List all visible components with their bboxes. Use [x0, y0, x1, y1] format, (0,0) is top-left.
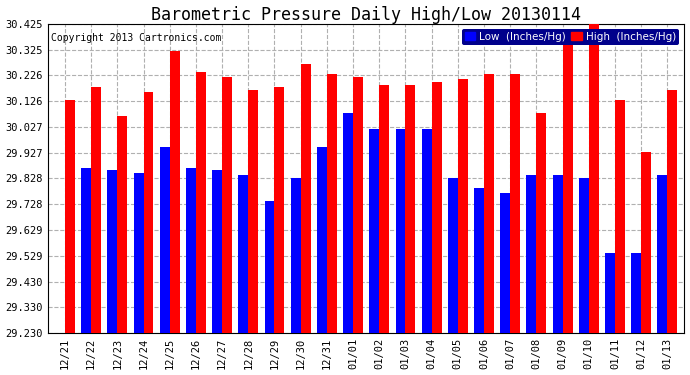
Bar: [290, 178, 301, 333]
Bar: [186, 168, 196, 333]
Bar: [238, 175, 248, 333]
Bar: [212, 170, 222, 333]
Bar: [553, 175, 562, 333]
Bar: [631, 253, 641, 333]
Bar: [91, 87, 101, 333]
Title: Barometric Pressure Daily High/Low 20130114: Barometric Pressure Daily High/Low 20130…: [151, 6, 581, 24]
Bar: [484, 74, 494, 333]
Bar: [327, 74, 337, 333]
Bar: [108, 170, 117, 333]
Legend: Low  (Inches/Hg), High  (Inches/Hg): Low (Inches/Hg), High (Inches/Hg): [462, 29, 679, 45]
Bar: [317, 147, 327, 333]
Bar: [658, 175, 667, 333]
Bar: [134, 173, 144, 333]
Bar: [353, 77, 363, 333]
Bar: [264, 201, 275, 333]
Bar: [422, 129, 432, 333]
Bar: [65, 100, 75, 333]
Bar: [526, 175, 536, 333]
Bar: [301, 64, 310, 333]
Bar: [343, 113, 353, 333]
Bar: [395, 129, 406, 333]
Bar: [474, 188, 484, 333]
Bar: [81, 168, 91, 333]
Bar: [448, 178, 458, 333]
Bar: [641, 152, 651, 333]
Bar: [196, 72, 206, 333]
Bar: [222, 77, 232, 333]
Bar: [615, 100, 625, 333]
Bar: [562, 30, 573, 333]
Bar: [458, 80, 468, 333]
Bar: [605, 253, 615, 333]
Bar: [170, 51, 179, 333]
Bar: [117, 116, 127, 333]
Bar: [536, 113, 546, 333]
Bar: [144, 92, 153, 333]
Bar: [369, 129, 380, 333]
Bar: [510, 74, 520, 333]
Bar: [432, 82, 442, 333]
Bar: [275, 87, 284, 333]
Bar: [667, 90, 678, 333]
Bar: [380, 85, 389, 333]
Bar: [406, 85, 415, 333]
Bar: [160, 147, 170, 333]
Bar: [579, 178, 589, 333]
Bar: [589, 22, 599, 333]
Text: Copyright 2013 Cartronics.com: Copyright 2013 Cartronics.com: [51, 33, 221, 43]
Bar: [500, 194, 510, 333]
Bar: [248, 90, 258, 333]
